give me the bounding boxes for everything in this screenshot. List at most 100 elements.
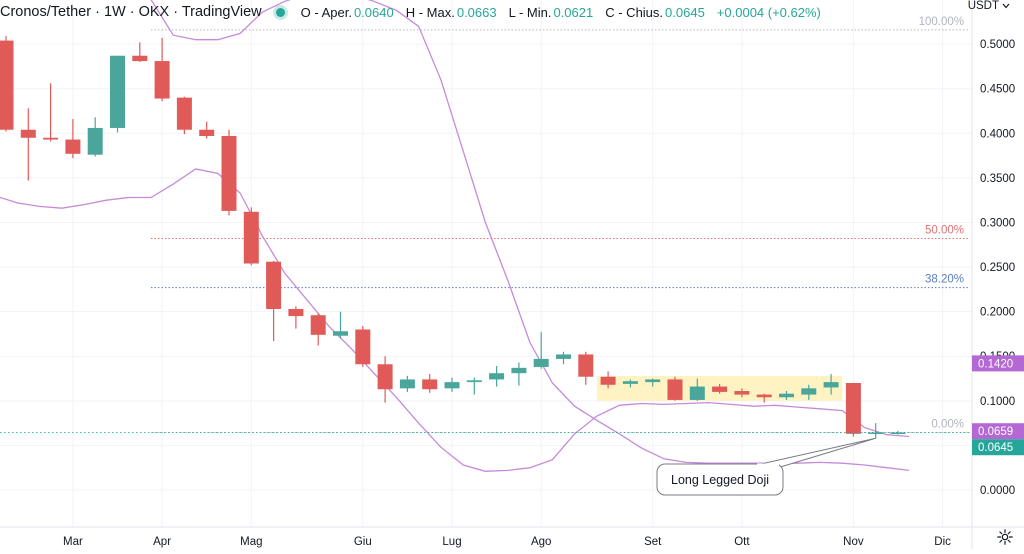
candle-body <box>43 137 59 140</box>
price-label-text: 0.1420 <box>978 358 1013 370</box>
price-label-badge <box>972 423 1024 440</box>
candle-body <box>65 139 81 154</box>
candle-body <box>110 55 125 128</box>
candle-body <box>0 40 14 130</box>
candle-body <box>868 432 884 434</box>
candle-body <box>176 97 192 130</box>
legend-title: Cronos/Tether · 1W · OKX · TradingView <box>0 4 262 20</box>
market-status-icon <box>275 7 285 17</box>
x-tick-label: Set <box>644 536 662 548</box>
x-tick-label: Ott <box>734 536 750 548</box>
x-tick-label: Ago <box>531 536 551 548</box>
x-tick-label: Giu <box>354 536 372 548</box>
high-label: H - Max. <box>405 4 455 20</box>
candle-body <box>645 379 661 383</box>
price-label-text: 0.0659 <box>978 426 1013 438</box>
callout-join <box>757 463 779 467</box>
candle-body <box>734 391 750 395</box>
y-tick-label: 0.2500 <box>980 262 1015 274</box>
low-value: 0.0621 <box>553 4 594 20</box>
candle-body <box>556 354 571 359</box>
x-axis[interactable]: Mar Apr Mag Giu Lug Ago Set Ott Nov Dic <box>0 526 1024 548</box>
currency-unit-button[interactable]: USDT <box>968 0 1010 12</box>
price-label-text: 0.0645 <box>978 442 1013 454</box>
candle-body <box>845 382 861 434</box>
candle-body <box>221 135 237 211</box>
callout-pointer <box>760 437 876 469</box>
y-tick-label: 0.3500 <box>980 173 1015 185</box>
callout-text: Long Legged Doji <box>671 473 769 487</box>
change-value: +0.0004 (+0.62%) <box>716 4 821 20</box>
candle-body <box>444 382 460 389</box>
candle-body <box>154 61 170 99</box>
candle-body <box>422 379 438 390</box>
annotation-layer[interactable]: Long Legged Doji <box>656 437 876 496</box>
x-tick-label: Nov <box>843 536 864 548</box>
candle-body <box>801 388 817 395</box>
bollinger-bands <box>0 0 910 472</box>
y-tick-label: 0.4000 <box>980 128 1015 140</box>
fib-level-label: 0.00% <box>931 418 964 430</box>
candle-body <box>20 129 36 138</box>
y-tick-label: 0.0000 <box>980 485 1015 497</box>
candle-body <box>779 393 794 398</box>
x-tick-label: Lug <box>442 536 461 548</box>
fib-level-label: 38.20% <box>925 274 964 286</box>
y-tick-label: 0.5000 <box>980 39 1015 51</box>
y-tick-label: 0.2000 <box>980 307 1015 319</box>
candle-body <box>288 308 304 317</box>
y-axis[interactable]: 0.5000 0.4500 0.4000 0.3500 0.3000 0.2500 0.20… <box>971 0 1015 549</box>
fibonacci-retracement[interactable]: 100.00% 50.00% 38.20% 0.00% <box>150 16 970 433</box>
candle-body <box>689 386 705 400</box>
chevron-down-icon <box>1002 3 1010 9</box>
y-tick-label: 0.1000 <box>980 396 1015 408</box>
candle-body <box>199 129 215 136</box>
open-value: 0.0640 <box>353 4 394 20</box>
candle-body <box>333 331 348 336</box>
candle-body <box>489 373 505 380</box>
chart-legend: Cronos/Tether · 1W · OKX · TradingView O… <box>0 2 833 22</box>
candle-body <box>132 55 148 62</box>
callout-box[interactable] <box>656 463 784 496</box>
fib-level-label: 100.00% <box>919 16 964 28</box>
price-label-badge <box>972 355 1024 372</box>
candle-body <box>310 315 326 335</box>
fib-level-label: 50.00% <box>925 225 964 237</box>
candle-body <box>87 127 103 155</box>
x-tick-label: Mag <box>240 536 262 548</box>
candle-body <box>756 394 772 398</box>
candle-body <box>266 261 282 309</box>
candle-body <box>533 358 549 367</box>
gear-icon[interactable] <box>996 528 1014 546</box>
close-value: 0.0645 <box>665 4 705 20</box>
low-label: L - Min. <box>508 4 552 20</box>
candle-body <box>890 432 906 434</box>
x-tick-label: Mar <box>63 536 83 548</box>
currency-unit-label: USDT <box>967 0 999 12</box>
candle-body <box>355 329 371 365</box>
grid <box>0 0 972 527</box>
candle-body <box>823 382 839 388</box>
lower-band-line <box>0 168 910 472</box>
open-label: O - Aper. <box>300 4 352 20</box>
x-tick-label: Apr <box>153 536 171 548</box>
candle-body <box>667 379 683 400</box>
candle-body <box>511 367 527 374</box>
candles <box>0 36 906 439</box>
high-value: 0.0663 <box>456 4 497 20</box>
x-tick-label: Dic <box>934 536 951 548</box>
y-tick-label: 0.3000 <box>980 217 1015 229</box>
candle-body <box>466 380 482 383</box>
candle-body <box>377 364 393 390</box>
price-labels: 0.1420 0.0659 0.0645 <box>0 355 1024 456</box>
candle-body <box>622 381 638 384</box>
candle-body <box>243 211 259 264</box>
candle-body <box>600 376 616 385</box>
y-tick-label: 0.4500 <box>980 84 1015 96</box>
close-label: C - Chius. <box>605 4 664 20</box>
price-label-badge <box>972 439 1024 456</box>
candle-body <box>712 386 728 392</box>
candle-body <box>578 354 594 377</box>
